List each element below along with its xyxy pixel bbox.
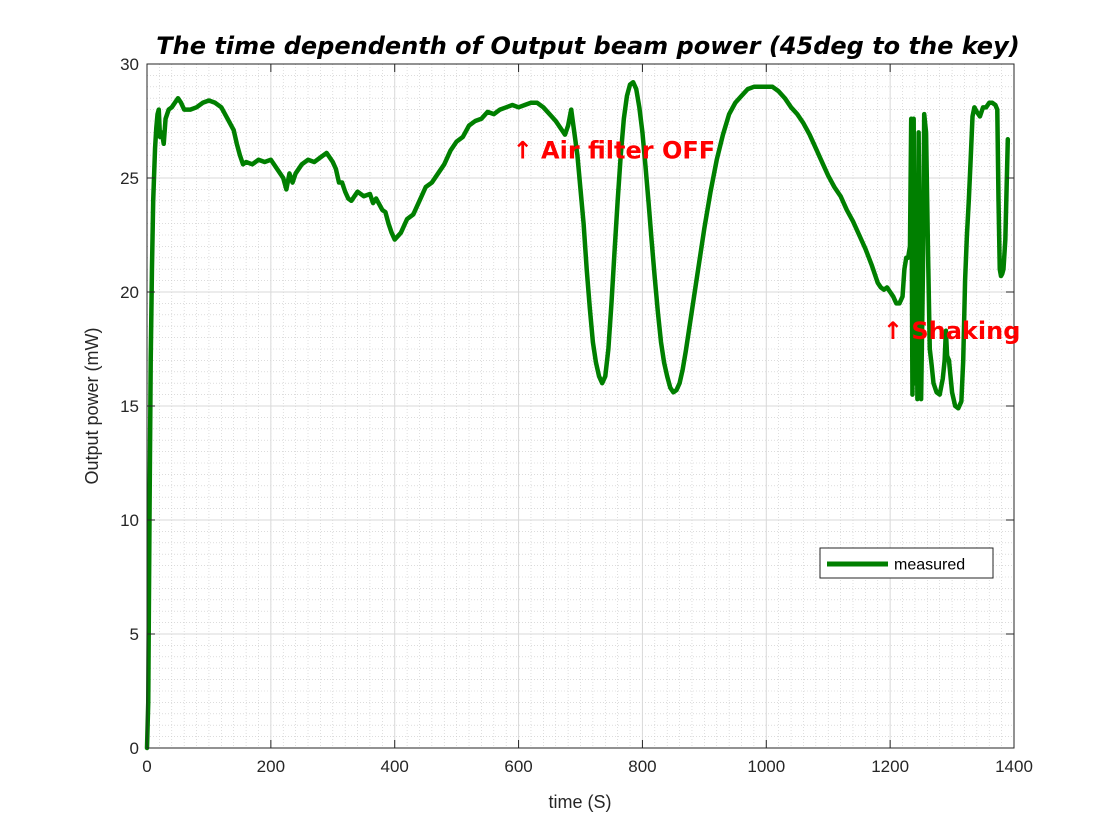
x-axis-label: time (S): [549, 792, 612, 812]
y-tick-label: 15: [120, 397, 139, 416]
y-axis-label: Output power (mW): [82, 327, 102, 484]
legend: measured: [819, 547, 994, 579]
ticks-layer: [146, 63, 1015, 749]
x-tick-label: 1400: [995, 757, 1033, 776]
x-tick-label: 0: [142, 757, 151, 776]
x-tick-label: 1000: [747, 757, 785, 776]
chart-title: The time dependenth of Output beam power…: [156, 32, 1019, 60]
legend-label-measured: measured: [894, 557, 965, 574]
x-tick-label: 1200: [871, 757, 909, 776]
y-tick-label: 5: [130, 625, 139, 644]
y-tick-label: 20: [120, 283, 139, 302]
plot-area: [144, 63, 1015, 751]
x-tick-label: 800: [628, 757, 656, 776]
series-line-measured: [144, 79, 1011, 751]
y-tick-label: 25: [120, 169, 139, 188]
annotations: ↑ Air filter OFF ↑ Shaking: [513, 137, 1021, 345]
annotation-1: ↑ Shaking: [883, 317, 1020, 345]
tick-labels: 0 200 400 600 800 1000 1200 1400 0 5 10 15 20 25 30: [120, 55, 1033, 776]
y-tick-label: 30: [120, 55, 139, 74]
y-tick-label: 10: [120, 511, 139, 530]
y-tick-label: 0: [130, 739, 139, 758]
x-tick-label: 600: [504, 757, 532, 776]
series-layer: [144, 79, 1011, 751]
x-tick-label: 400: [381, 757, 409, 776]
x-tick-label: 200: [257, 757, 285, 776]
annotation-0: ↑ Air filter OFF: [513, 137, 716, 165]
